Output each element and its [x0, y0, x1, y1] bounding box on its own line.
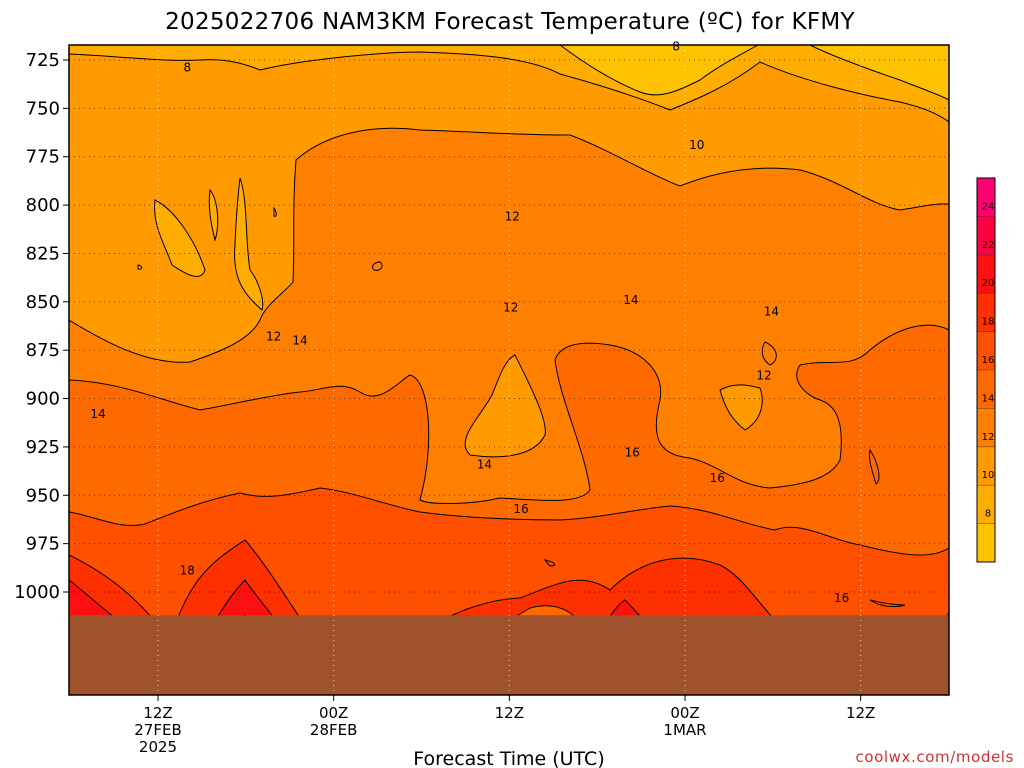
colorbar-label: 18 — [982, 317, 995, 328]
band-10 — [69, 45, 949, 363]
y-tick-label: 750 — [26, 98, 60, 119]
colorbar-segment — [977, 293, 995, 332]
site-credit: coolwx.com/models — [856, 748, 1015, 766]
contour-label: 16 — [625, 446, 640, 460]
contour-label: 14 — [477, 457, 492, 471]
contour-lines — [137, 206, 906, 646]
colorbar-label: 24 — [982, 201, 995, 212]
y-tick-label: 825 — [26, 243, 60, 264]
y-tick-label: 1000 — [14, 582, 60, 603]
y-tick-label: 725 — [26, 50, 60, 71]
colorbar-segment — [977, 254, 995, 294]
x-axis-title: Forecast Time (UTC) — [413, 748, 604, 768]
contour-label: 8 — [672, 39, 680, 53]
contour-label: 14 — [90, 407, 105, 421]
y-tick-label: 800 — [26, 195, 60, 216]
x-tick-label: 27FEB — [134, 721, 181, 739]
x-tick-label: 2025 — [139, 738, 177, 756]
x-tick-label: 1MAR — [663, 721, 706, 739]
contour-label: 16 — [834, 591, 849, 605]
x-tick-label: 00Z — [670, 704, 699, 722]
contour-labels: 8 8 10 12 12 12 12 14 14 14 14 14 16 16 16 16 18 — [90, 39, 849, 604]
colorbar-label: 14 — [982, 393, 995, 404]
colorbar-segment — [977, 408, 995, 447]
contour-label: 14 — [764, 304, 779, 318]
x-tick-label: 00Z — [319, 704, 348, 722]
x-tick-label: 12Z — [143, 704, 172, 722]
contour-label: 16 — [513, 502, 528, 516]
contour-label: 16 — [710, 471, 725, 485]
colorbar-segment — [977, 370, 995, 409]
colorbar-segment — [977, 216, 995, 255]
contour-label: 18 — [180, 564, 195, 578]
colorbar-segment — [977, 485, 995, 524]
band-6 — [559, 45, 949, 101]
contour-label: 14 — [292, 334, 307, 348]
colorbar-segment — [977, 523, 995, 562]
y-tick-label: 850 — [26, 292, 60, 313]
y-tick-label: 950 — [26, 485, 60, 506]
contour-label: 14 — [623, 293, 638, 307]
temperature-field — [69, 45, 949, 695]
colorbar-segment — [977, 178, 995, 217]
colorbar-label: 16 — [982, 355, 995, 366]
colorbar-label: 8 — [985, 509, 991, 520]
contour-label: 8 — [183, 61, 191, 75]
band-8 — [69, 45, 949, 123]
cold-pocket-10 — [154, 177, 264, 311]
colorbar-label: 10 — [982, 470, 995, 481]
contour-label: 12 — [756, 368, 771, 382]
colorbar-segment — [977, 446, 995, 486]
grid-lines — [69, 45, 949, 695]
y-tick-label: 900 — [26, 389, 60, 410]
colorbar-label: 22 — [982, 240, 995, 251]
contour-label: 12 — [505, 210, 520, 224]
x-tick-label: 12Z — [846, 704, 875, 722]
cold-pocket-12-b — [719, 384, 763, 431]
colorbar-segment — [977, 331, 995, 370]
cold-pocket-12-a — [464, 354, 546, 458]
colorbar: 8 10 12 14 16 18 20 22 24 — [976, 177, 996, 563]
y-tick-label: 975 — [26, 534, 60, 555]
chart-title: 2025022706 NAM3KM Forecast Temperature (… — [165, 9, 855, 35]
colorbar-label: 20 — [982, 278, 995, 289]
y-tick-label: 925 — [26, 437, 60, 458]
x-tick-label: 12Z — [495, 704, 524, 722]
colorbar-label: 12 — [982, 432, 995, 443]
contour-label: 12 — [266, 330, 281, 344]
contour-label: 10 — [689, 138, 704, 152]
x-tick-label: 28FEB — [310, 721, 357, 739]
y-tick-label: 775 — [26, 147, 60, 168]
y-tick-label: 875 — [26, 340, 60, 361]
y-axis: 725 750 775 800 825 850 875 900 925 950 975 1000 — [14, 50, 69, 603]
contour-label: 12 — [503, 301, 518, 315]
